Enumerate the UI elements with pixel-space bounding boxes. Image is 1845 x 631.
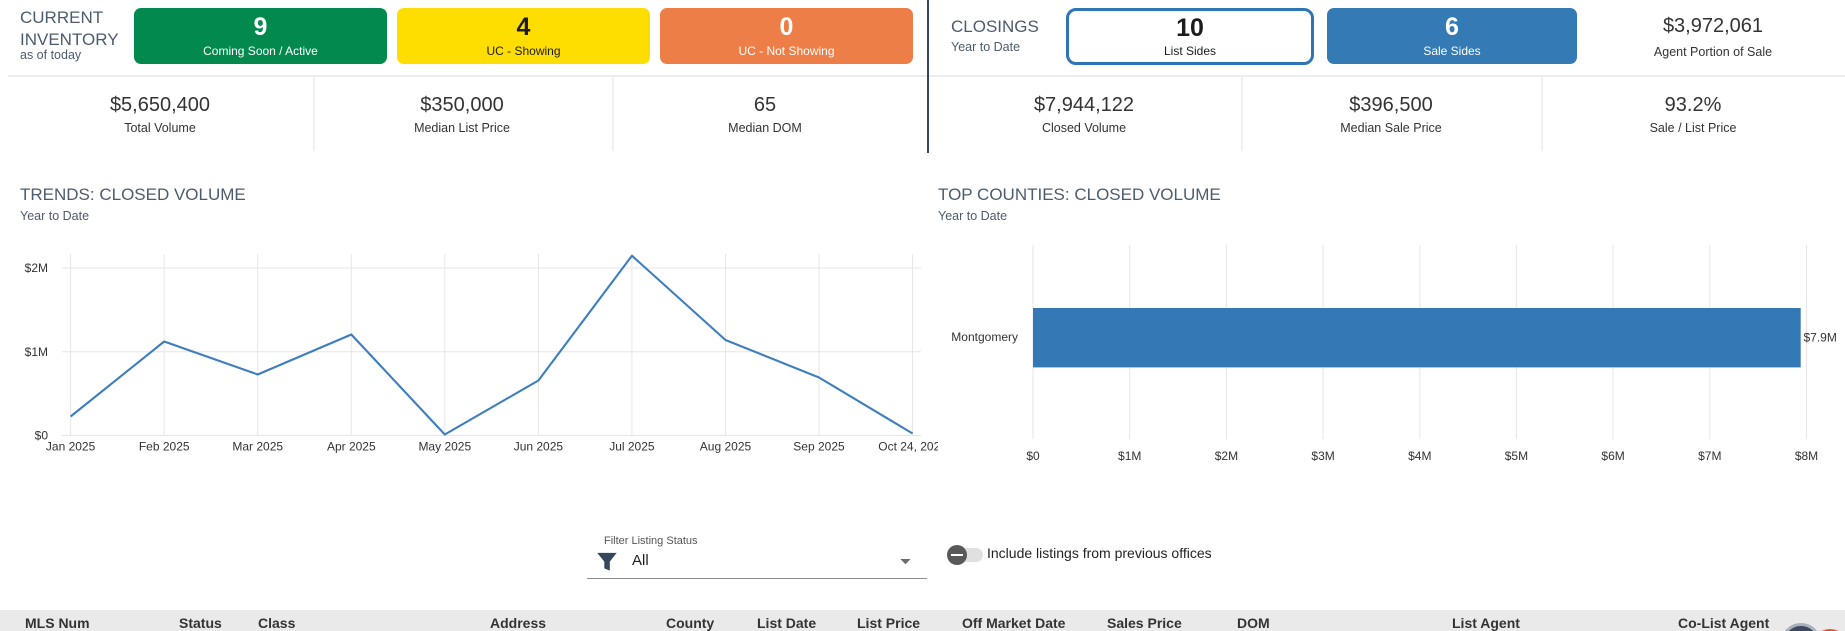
svg-text:Feb 2025: Feb 2025 — [139, 440, 190, 454]
svg-text:$7M: $7M — [1698, 449, 1721, 463]
svg-text:Apr 2025: Apr 2025 — [327, 440, 376, 454]
svg-text:$1M: $1M — [25, 345, 48, 359]
svg-text:$0: $0 — [35, 429, 49, 443]
svg-text:Aug 2025: Aug 2025 — [700, 440, 752, 454]
svg-text:$8M: $8M — [1795, 449, 1818, 463]
svg-text:$3M: $3M — [1311, 449, 1334, 463]
svg-text:Jul 2025: Jul 2025 — [609, 440, 655, 454]
svg-text:$4M: $4M — [1408, 449, 1431, 463]
svg-text:Mar 2025: Mar 2025 — [232, 440, 283, 454]
svg-text:Sep 2025: Sep 2025 — [793, 440, 845, 454]
svg-text:$1M: $1M — [1118, 449, 1141, 463]
svg-text:Jan 2025: Jan 2025 — [46, 440, 96, 454]
svg-text:Jun 2025: Jun 2025 — [514, 440, 564, 454]
svg-text:$7.9M: $7.9M — [1804, 331, 1837, 345]
svg-text:$0: $0 — [1026, 449, 1040, 463]
svg-text:$2M: $2M — [25, 261, 48, 275]
svg-text:May 2025: May 2025 — [418, 440, 471, 454]
svg-text:Montgomery: Montgomery — [951, 330, 1018, 344]
svg-text:$6M: $6M — [1601, 449, 1624, 463]
svg-text:$2M: $2M — [1215, 449, 1238, 463]
svg-text:$5M: $5M — [1505, 449, 1528, 463]
svg-text:Oct 24, 2025: Oct 24, 2025 — [878, 440, 938, 454]
